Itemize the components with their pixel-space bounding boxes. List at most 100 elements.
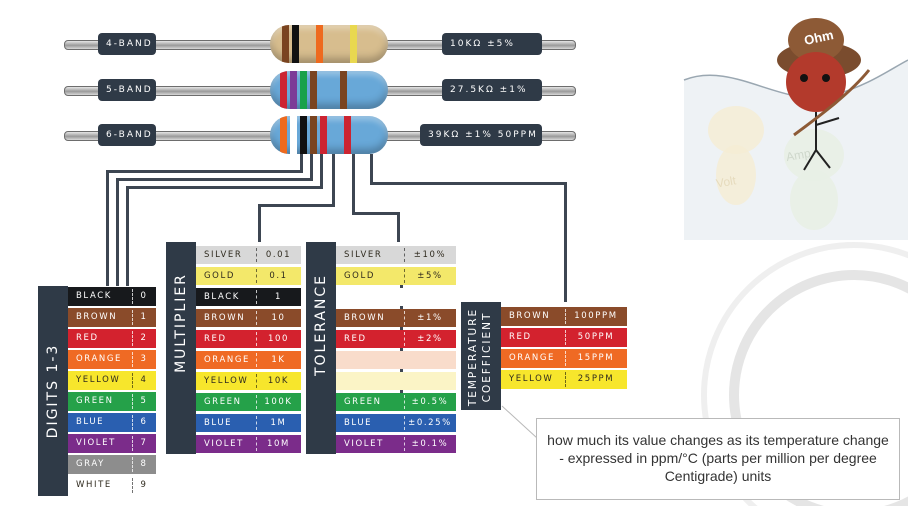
color-name: BROWN — [509, 311, 551, 321]
color-name: GREEN — [204, 397, 242, 407]
tolerance-row — [336, 372, 456, 390]
column-divider — [132, 415, 133, 430]
tempco-row: RED 50PPM — [501, 328, 627, 347]
column-divider — [404, 248, 405, 262]
band-value: 5 — [140, 396, 148, 406]
temperature-coefficient-note: how much its value changes as its temper… — [536, 418, 900, 500]
column-divider — [132, 457, 133, 472]
column-divider — [404, 437, 405, 451]
color-name: BROWN — [76, 312, 118, 322]
column-divider — [132, 373, 133, 388]
color-band — [282, 25, 289, 63]
band-value: 8 — [140, 459, 148, 469]
band-value: 7 — [140, 438, 148, 448]
digits-row: ORANGE 3 — [68, 350, 156, 369]
band-value: 4 — [140, 375, 148, 385]
color-name: GREEN — [344, 397, 382, 407]
resistor-body — [270, 116, 388, 154]
tempco-row: BROWN 100PPM — [501, 307, 627, 326]
tempco-title-line2: COEFFICIENT — [481, 311, 493, 403]
column-divider — [132, 310, 133, 325]
color-name: VIOLET — [76, 438, 116, 448]
color-band — [300, 116, 307, 154]
digits-title: DIGITS 1-3 — [45, 343, 61, 439]
resistance-value-label: 39KΩ ±1% 50PPM — [420, 124, 542, 146]
multiplier-row: YELLOW 10K — [196, 372, 301, 390]
color-band — [290, 71, 297, 109]
multiplier-row: ORANGE 1K — [196, 351, 301, 369]
band-value: 2 — [140, 333, 148, 343]
band-value: ±0.5% — [411, 397, 449, 407]
color-band — [292, 25, 299, 63]
color-name: VIOLET — [204, 439, 244, 449]
column-divider — [256, 374, 257, 388]
multiplier-row: GREEN 100K — [196, 393, 301, 411]
column-divider — [404, 332, 405, 346]
band-value: 10K — [267, 376, 290, 386]
column-divider — [256, 416, 257, 430]
color-name: BLACK — [76, 291, 112, 301]
resistance-value-label: 10KΩ ±5% — [442, 33, 542, 55]
band-value: 1 — [140, 312, 148, 322]
color-name: BROWN — [204, 313, 246, 323]
column-divider — [404, 269, 405, 283]
column-divider — [565, 330, 566, 345]
band-value: 0.1 — [269, 271, 288, 281]
digits-row: GREEN 5 — [68, 392, 156, 411]
multiplier-row: SILVER 0.01 — [196, 246, 301, 264]
column-divider — [565, 372, 566, 387]
column-divider — [565, 309, 566, 324]
resistance-value-label: 27.5KΩ ±1% — [442, 79, 542, 101]
tempco-panel — [461, 302, 501, 410]
digits-row: BROWN 1 — [68, 308, 156, 327]
tolerance-row: GREEN ±0.5% — [336, 393, 456, 411]
band-value: 100 — [267, 334, 290, 344]
multiplier-panel — [166, 242, 196, 454]
band-value: 100K — [264, 397, 293, 407]
column-divider — [132, 394, 133, 409]
band-value: ±0.25% — [408, 418, 452, 428]
column-divider — [404, 395, 405, 409]
tempco-title: TEMPERATURE COEFFICIENT — [466, 302, 496, 412]
color-name: GOLD — [204, 271, 235, 281]
color-name: YELLOW — [76, 375, 121, 385]
band-value: ±2% — [417, 334, 443, 344]
band-value: 0 — [140, 291, 148, 301]
column-divider — [132, 331, 133, 346]
multiplier-row: BLUE 1M — [196, 414, 301, 432]
column-divider — [132, 289, 133, 304]
band-value: ±0.1% — [411, 439, 449, 449]
digits-row: BLUE 6 — [68, 413, 156, 432]
color-band — [310, 116, 317, 154]
tempco-row: ORANGE 15PPM — [501, 349, 627, 368]
tempco-row: YELLOW 25PPM — [501, 370, 627, 389]
column-divider — [404, 416, 405, 430]
band-value: 10M — [267, 439, 290, 449]
column-divider — [132, 436, 133, 451]
column-divider — [565, 351, 566, 366]
resistor-body — [270, 71, 388, 109]
color-name: BROWN — [344, 313, 386, 323]
band-count-label: 4-BAND — [98, 33, 156, 55]
band-value: 50PPM — [577, 332, 615, 342]
color-name: YELLOW — [204, 376, 249, 386]
color-name: BLUE — [204, 418, 233, 428]
column-divider — [404, 311, 405, 325]
digits-row: GRAY 8 — [68, 455, 156, 474]
color-band — [320, 116, 327, 154]
color-name: GRAY — [76, 459, 105, 469]
tolerance-row: RED ±2% — [336, 330, 456, 348]
column-divider — [256, 353, 257, 367]
color-name: SILVER — [344, 250, 383, 260]
color-name: ORANGE — [204, 355, 250, 365]
column-divider — [256, 332, 257, 346]
color-name: WHITE — [76, 480, 112, 490]
column-divider — [256, 269, 257, 283]
column-divider — [256, 290, 257, 304]
band-value: 15PPM — [577, 353, 615, 363]
band-count-label: 6-BAND — [98, 124, 156, 146]
multiplier-row: RED 100 — [196, 330, 301, 348]
tolerance-title: TOLERANCE — [313, 273, 329, 377]
band-value: ±1% — [417, 313, 443, 323]
